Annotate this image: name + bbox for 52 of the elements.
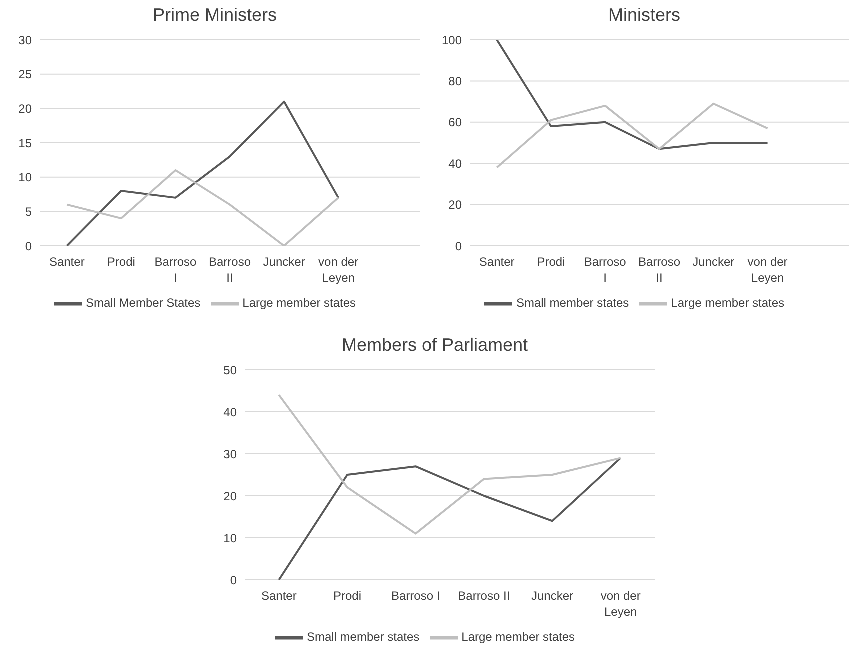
y-tick-label: 40	[224, 405, 238, 420]
line-series	[496, 102, 769, 169]
x-tick-label: Barroso I	[391, 589, 440, 603]
y-tick-label: 40	[448, 156, 462, 171]
x-tick-label: Santer	[479, 255, 515, 269]
x-tick-label: von der Leyen	[748, 255, 788, 285]
chart-title: Ministers	[607, 4, 682, 27]
x-tick-label: Juncker	[531, 589, 574, 603]
y-tick-label: 0	[230, 573, 238, 588]
x-tick-label: Barroso II	[638, 255, 681, 285]
y-tick-label: 100	[442, 33, 462, 48]
y-tick-label: 10	[18, 170, 32, 185]
legend-label: Large member states	[462, 630, 576, 644]
y-tick-label: 50	[224, 363, 238, 378]
chart-title: Prime Ministers	[152, 4, 278, 27]
x-tick-label: Prodi	[537, 255, 566, 269]
chart-title: Members of Parliament	[340, 334, 530, 357]
x-tick-label: von der Leyen	[318, 255, 359, 285]
legend-label: Large member states	[242, 296, 356, 310]
x-tick-label: Juncker	[263, 255, 306, 269]
x-tick-label: Barroso I	[584, 255, 627, 285]
y-tick-label: 5	[25, 204, 32, 219]
y-tick-label: 20	[18, 102, 32, 116]
x-tick-label: Barroso II	[458, 589, 510, 603]
legend-label: Small member states	[306, 630, 420, 644]
legend-label: Large member states	[671, 296, 785, 310]
y-tick-label: 20	[224, 489, 238, 504]
y-tick-label: 30	[224, 447, 238, 462]
legend-label: Small member states	[516, 296, 630, 310]
y-tick-label: 15	[18, 136, 32, 150]
x-tick-label: Barroso II	[208, 255, 252, 285]
x-tick-label: Santer	[49, 255, 85, 269]
y-tick-label: 10	[224, 531, 238, 546]
y-tick-label: 30	[18, 33, 32, 48]
x-tick-label: von der Leyen	[600, 589, 641, 619]
y-tick-label: 80	[448, 74, 462, 88]
y-tick-label: 25	[18, 68, 32, 82]
x-tick-label: Prodi	[107, 255, 136, 269]
y-tick-label: 20	[448, 198, 462, 212]
line-series	[496, 40, 769, 150]
line-series	[66, 169, 340, 246]
legend-label: Small Member States	[86, 296, 201, 310]
line-series	[278, 394, 622, 535]
x-tick-label: Santer	[261, 589, 297, 603]
y-tick-label: 0	[25, 239, 32, 254]
x-tick-label: Juncker	[692, 255, 735, 269]
x-tick-label: Barroso I	[154, 255, 198, 285]
y-tick-label: 0	[455, 239, 462, 254]
y-tick-label: 60	[448, 116, 462, 130]
line-series	[66, 100, 340, 246]
line-series	[278, 457, 622, 580]
x-tick-label: Prodi	[333, 589, 362, 603]
